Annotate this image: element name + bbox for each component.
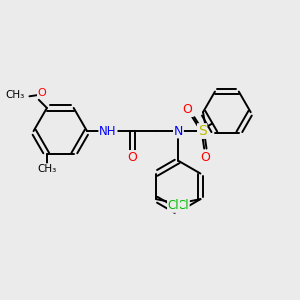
- Text: O: O: [128, 151, 138, 164]
- Text: O: O: [200, 151, 210, 164]
- Text: Cl: Cl: [168, 199, 179, 212]
- Text: O: O: [183, 103, 193, 116]
- Text: N: N: [174, 124, 183, 138]
- Text: CH₃: CH₃: [37, 164, 56, 174]
- Text: N: N: [174, 124, 183, 138]
- Text: CH₃: CH₃: [6, 90, 25, 100]
- Text: S: S: [198, 124, 206, 138]
- Text: NH: NH: [99, 124, 117, 138]
- Text: Cl: Cl: [168, 199, 179, 212]
- Text: O: O: [38, 88, 46, 98]
- Text: NH: NH: [99, 124, 117, 138]
- Text: Cl: Cl: [177, 199, 189, 212]
- Text: Cl: Cl: [177, 199, 189, 212]
- Text: O: O: [200, 151, 210, 164]
- Text: O: O: [183, 103, 193, 116]
- Text: O: O: [38, 88, 46, 98]
- Text: CH₃: CH₃: [37, 164, 56, 174]
- Text: S: S: [198, 124, 206, 138]
- Text: O: O: [128, 151, 138, 164]
